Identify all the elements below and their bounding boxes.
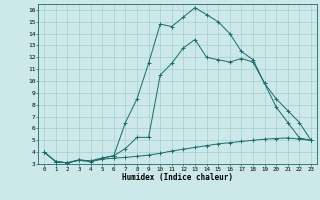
X-axis label: Humidex (Indice chaleur): Humidex (Indice chaleur): [122, 173, 233, 182]
